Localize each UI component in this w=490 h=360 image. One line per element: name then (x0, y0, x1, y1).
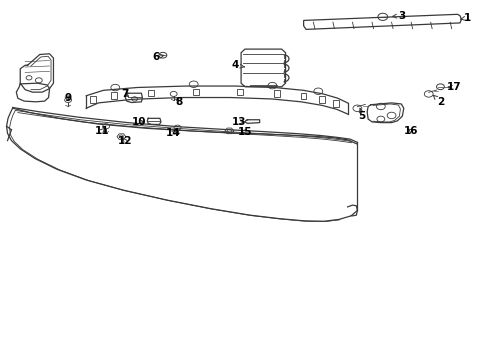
Text: 9: 9 (64, 93, 71, 103)
Bar (193, 89, 199, 95)
Text: 13: 13 (232, 117, 246, 127)
Text: 16: 16 (404, 126, 418, 136)
Text: 11: 11 (95, 126, 110, 135)
Text: 1: 1 (461, 13, 471, 23)
Text: 15: 15 (238, 127, 252, 136)
Bar (90, 96, 96, 103)
Bar (147, 90, 153, 96)
Bar (273, 90, 279, 97)
Text: 12: 12 (118, 136, 132, 146)
Text: 8: 8 (175, 97, 183, 107)
Bar (300, 93, 306, 99)
Text: 5: 5 (359, 108, 366, 121)
Text: 10: 10 (132, 117, 146, 127)
Text: 4: 4 (232, 60, 245, 70)
Text: 2: 2 (434, 95, 444, 107)
Text: 6: 6 (152, 52, 164, 62)
Text: 3: 3 (392, 11, 406, 21)
Text: 7: 7 (122, 89, 129, 99)
Text: 17: 17 (447, 82, 462, 93)
Bar (111, 92, 117, 99)
Text: 14: 14 (166, 128, 180, 138)
Bar (237, 89, 243, 95)
Bar (319, 96, 325, 103)
Bar (333, 100, 339, 107)
